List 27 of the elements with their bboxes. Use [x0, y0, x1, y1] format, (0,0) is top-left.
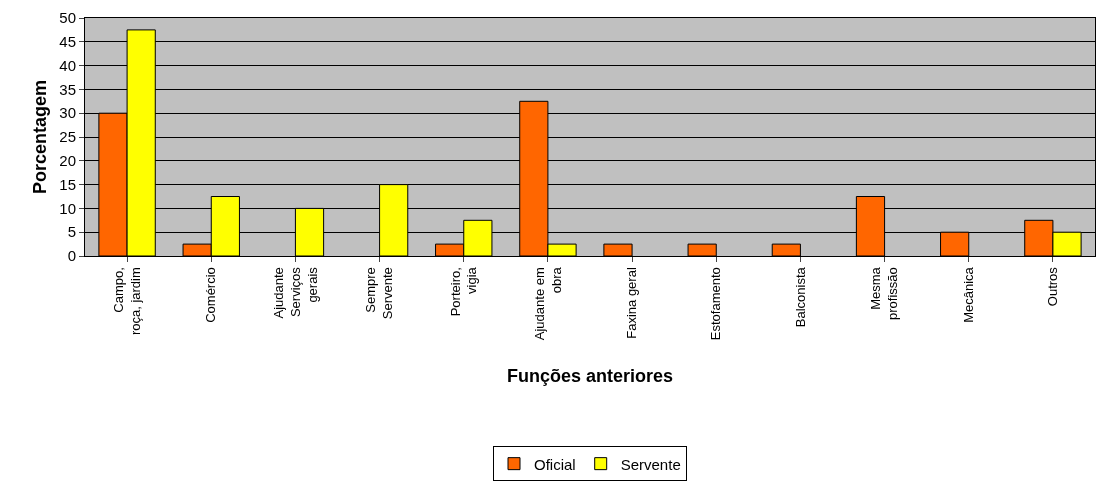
x-tick-label: Faxina geral	[624, 267, 640, 339]
y-tick-label: 40	[59, 56, 76, 74]
x-tick-label: Balconista	[792, 266, 808, 328]
y-axis-title: Porcentagem	[29, 79, 50, 195]
legend-label: Servente	[620, 455, 681, 473]
x-tick-label: Outros	[1045, 266, 1061, 307]
x-tick-label: Campo, roça, jardim	[110, 267, 143, 336]
y-tick-label: 35	[59, 80, 76, 98]
x-tick-label: Mesma profissão	[868, 266, 901, 320]
x-tick-label: Sempre Servente	[363, 267, 396, 320]
y-tick-label: 25	[59, 128, 76, 146]
x-axis-title: Funções anteriores	[506, 366, 674, 387]
y-tick-label: 10	[59, 199, 76, 217]
y-tick-label: 30	[59, 104, 76, 122]
x-tick-label: Comércio	[203, 267, 219, 323]
y-tick-label: 5	[67, 223, 76, 241]
y-tick-label: 50	[59, 9, 76, 27]
x-tick-label: Ajudante em obra	[531, 266, 564, 341]
y-tick-label: 0	[67, 247, 76, 265]
x-tick-label: Porteiro, vigia	[447, 266, 480, 317]
y-tick-label: 15	[59, 175, 76, 193]
x-tick-label: Ajudante Serviços gerais	[270, 266, 320, 319]
y-tick-label: 20	[59, 152, 76, 170]
legend-label: Oficial	[534, 455, 576, 473]
x-tick-label: Mecânica	[960, 266, 976, 323]
y-tick-label: 45	[59, 33, 76, 51]
x-tick-label: Estofamento	[708, 267, 724, 341]
